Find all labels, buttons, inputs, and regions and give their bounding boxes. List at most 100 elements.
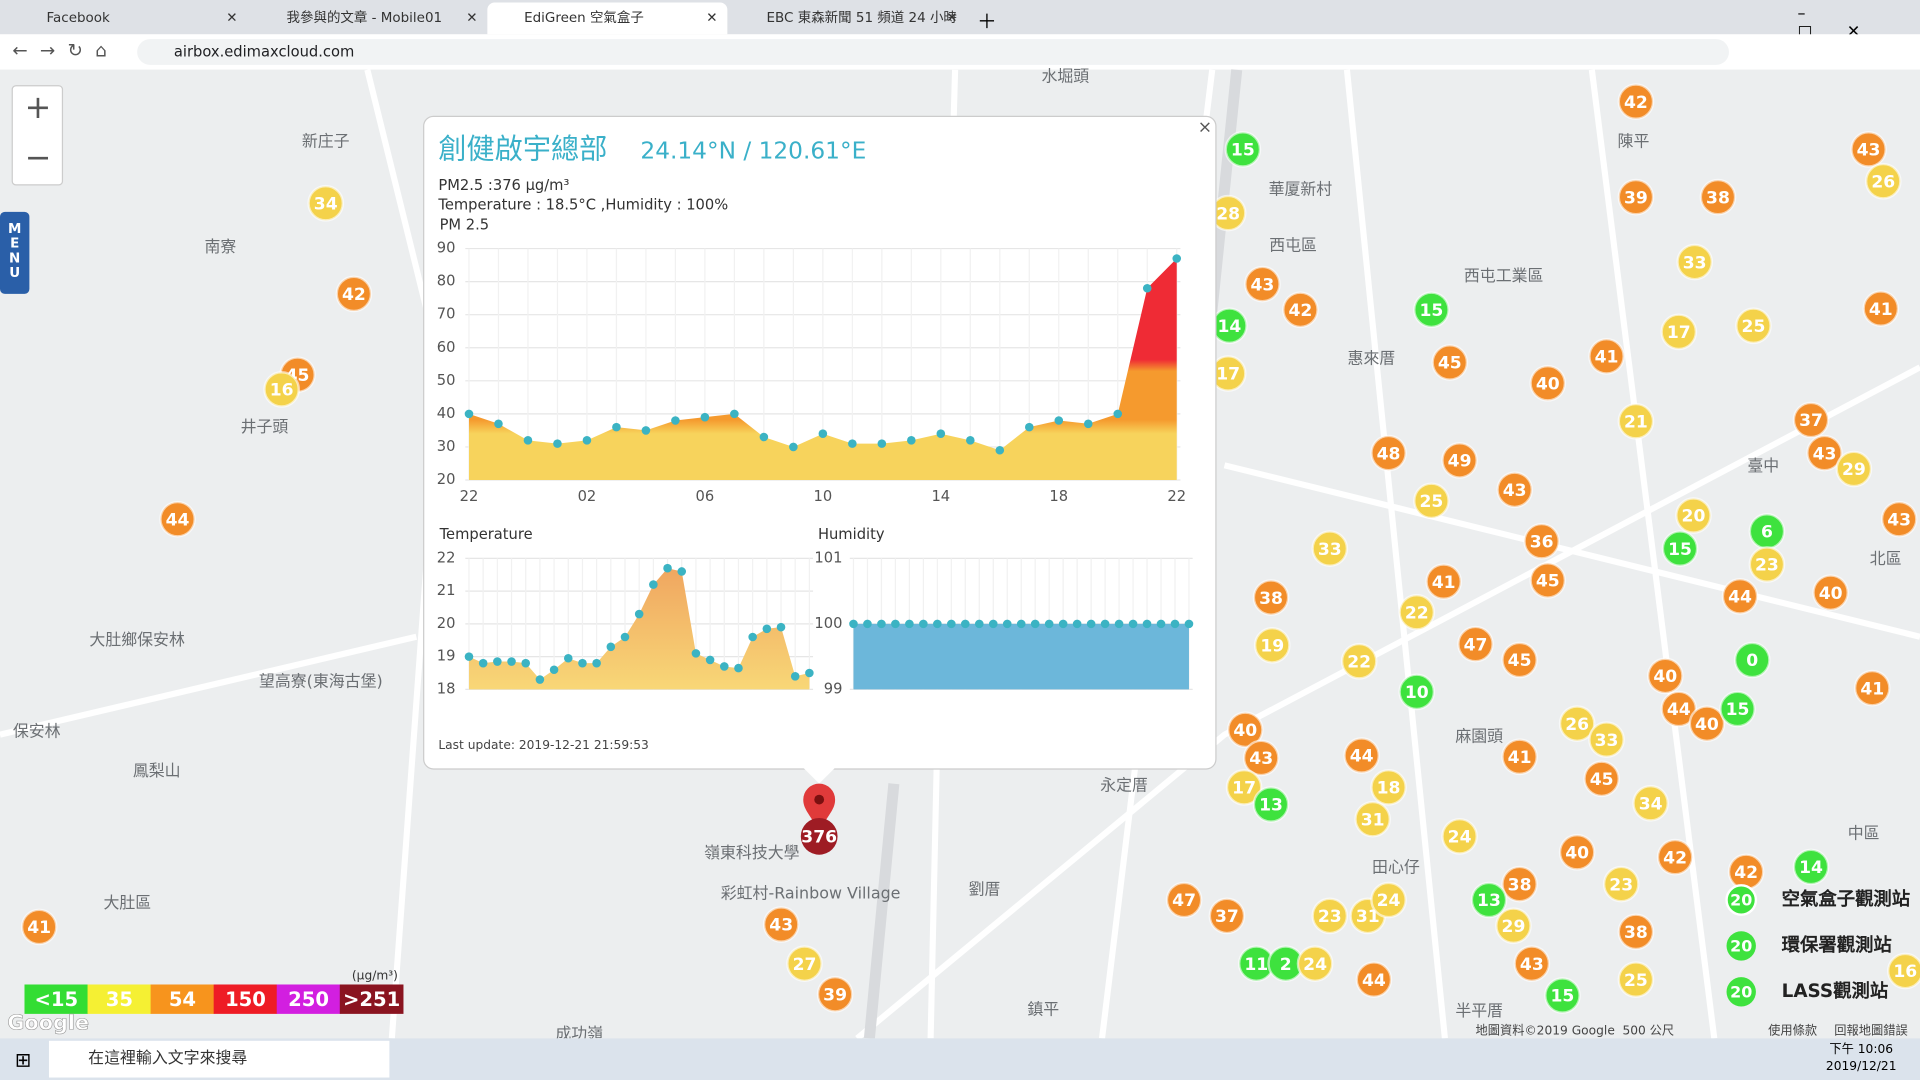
aqi-marker[interactable] xyxy=(1617,178,1655,216)
aqi-marker[interactable] xyxy=(1343,737,1381,774)
tab[interactable]: EdiGreen 空氣盒子 ✕ xyxy=(487,2,728,35)
aqi-marker[interactable] xyxy=(1850,131,1887,168)
popup-close[interactable]: × xyxy=(1198,117,1212,137)
aqi-marker[interactable] xyxy=(1252,786,1290,823)
tab[interactable]: 我參與的文章 - Mobile01 ✕ xyxy=(286,9,478,26)
aqi-marker[interactable] xyxy=(1457,625,1494,663)
aqi-marker[interactable] xyxy=(1558,833,1596,871)
aqi-marker[interactable] xyxy=(1661,530,1699,567)
aqi-marker[interactable] xyxy=(1588,721,1625,758)
aqi-marker[interactable] xyxy=(1558,705,1596,743)
aqi-marker[interactable] xyxy=(1501,865,1538,903)
aqi-marker[interactable] xyxy=(1721,577,1759,615)
aqi-marker[interactable] xyxy=(1355,961,1393,998)
aqi-marker[interactable] xyxy=(1675,497,1712,534)
aqi-marker[interactable] xyxy=(1501,641,1538,679)
aqi-marker[interactable] xyxy=(1583,760,1621,798)
aqi-marker[interactable] xyxy=(1340,642,1378,680)
aqi-marker[interactable] xyxy=(1441,817,1478,855)
aqi-marker[interactable] xyxy=(1225,768,1263,806)
aqi-marker[interactable] xyxy=(335,275,373,313)
aqi-marker[interactable] xyxy=(1699,178,1737,216)
aqi-marker[interactable] xyxy=(1398,593,1436,631)
aqi-marker[interactable] xyxy=(1676,243,1714,281)
aqi-marker[interactable] xyxy=(263,371,301,408)
aqi-marker[interactable] xyxy=(1853,669,1891,707)
zoom-in[interactable]: + xyxy=(25,88,52,126)
aqi-marker[interactable] xyxy=(1441,442,1478,479)
aqi-marker[interactable] xyxy=(1864,162,1902,200)
tab[interactable]: EBC 東森新聞 51 頻道 24 小時 ✕ xyxy=(766,9,958,26)
aqi-marker[interactable] xyxy=(1311,530,1349,567)
tab[interactable]: Facebook ✕ xyxy=(46,9,238,26)
aqi-marker[interactable] xyxy=(1224,131,1262,168)
aqi-marker[interactable] xyxy=(1495,907,1532,945)
aqi-marker[interactable] xyxy=(1544,977,1581,1014)
aqi-marker[interactable] xyxy=(1398,673,1436,711)
aqi-marker[interactable] xyxy=(1748,546,1786,583)
aqi-marker[interactable] xyxy=(1282,291,1319,329)
aqi-marker[interactable] xyxy=(1244,265,1281,303)
aqi-marker[interactable] xyxy=(1252,579,1290,616)
zoom-out[interactable]: − xyxy=(25,138,52,176)
aqi-marker[interactable] xyxy=(1311,897,1349,935)
aqi-marker[interactable] xyxy=(1370,434,1407,472)
aqi-marker[interactable] xyxy=(1425,563,1463,601)
aqi-marker[interactable] xyxy=(1656,838,1694,876)
search-box[interactable]: 在這裡輸入文字來搜尋 xyxy=(48,1040,390,1078)
aqi-marker[interactable] xyxy=(1165,881,1203,919)
aqi-marker[interactable] xyxy=(1226,711,1264,749)
aqi-marker[interactable] xyxy=(1617,913,1655,951)
aqi-marker[interactable] xyxy=(1660,313,1698,351)
aqi-marker[interactable] xyxy=(1354,800,1392,838)
selected-marker[interactable] xyxy=(800,817,838,855)
aqi-marker[interactable] xyxy=(1370,881,1407,919)
aqi-marker[interactable] xyxy=(1496,471,1534,509)
aqi-marker[interactable] xyxy=(1413,482,1450,520)
new-tab[interactable]: ＋ xyxy=(977,9,997,34)
aqi-marker[interactable] xyxy=(1208,897,1246,935)
aqi-marker[interactable] xyxy=(1529,562,1567,599)
start-button[interactable]: ⊞ xyxy=(14,1048,32,1072)
aqi-marker[interactable] xyxy=(1617,83,1655,121)
aqi-marker[interactable] xyxy=(1529,364,1567,402)
aqi-marker[interactable] xyxy=(307,184,345,222)
aqi-marker[interactable] xyxy=(1719,690,1756,728)
aqi-marker[interactable] xyxy=(1470,881,1508,919)
nav-buttons[interactable]: ←→↻⌂ xyxy=(12,39,120,62)
aqi-marker[interactable] xyxy=(1588,337,1625,375)
aqi-marker[interactable] xyxy=(1688,705,1726,743)
aqi-marker[interactable] xyxy=(1296,945,1334,983)
aqi-marker[interactable] xyxy=(1862,290,1900,327)
aqi-marker[interactable] xyxy=(1617,961,1655,998)
aqi-marker[interactable] xyxy=(159,500,196,538)
aqi-marker[interactable] xyxy=(1792,848,1830,886)
aqi-marker[interactable] xyxy=(1812,574,1849,612)
aqi-marker[interactable] xyxy=(1413,291,1450,329)
aqi-marker[interactable] xyxy=(762,906,800,943)
aqi-marker[interactable] xyxy=(1632,784,1669,822)
aqi-marker[interactable] xyxy=(1253,626,1291,664)
aqi-marker[interactable] xyxy=(1806,434,1843,472)
aqi-marker[interactable] xyxy=(1523,522,1561,560)
aqi-marker[interactable] xyxy=(1835,450,1873,488)
aqi-marker[interactable] xyxy=(1513,945,1551,983)
aqi-marker[interactable] xyxy=(786,945,823,983)
aqi-marker[interactable] xyxy=(1431,344,1469,381)
aqi-marker[interactable] xyxy=(1733,641,1771,679)
aqi-marker[interactable] xyxy=(1792,401,1830,439)
aqi-marker[interactable] xyxy=(816,975,854,1013)
aqi-marker[interactable] xyxy=(1880,500,1918,538)
url-field[interactable]: airbox.edimaxcloud.com xyxy=(137,39,1729,65)
aqi-marker[interactable] xyxy=(1886,952,1920,990)
aqi-marker[interactable] xyxy=(1602,865,1640,903)
menu-button[interactable] xyxy=(0,211,30,294)
aqi-marker[interactable] xyxy=(1617,402,1655,440)
aqi-marker[interactable] xyxy=(1735,307,1772,345)
aqi-marker[interactable] xyxy=(1370,768,1407,806)
aqi-marker[interactable] xyxy=(1646,657,1684,695)
aqi-marker[interactable] xyxy=(1242,739,1280,777)
aqi-marker[interactable] xyxy=(20,908,58,946)
aqi-marker[interactable] xyxy=(1501,738,1538,776)
